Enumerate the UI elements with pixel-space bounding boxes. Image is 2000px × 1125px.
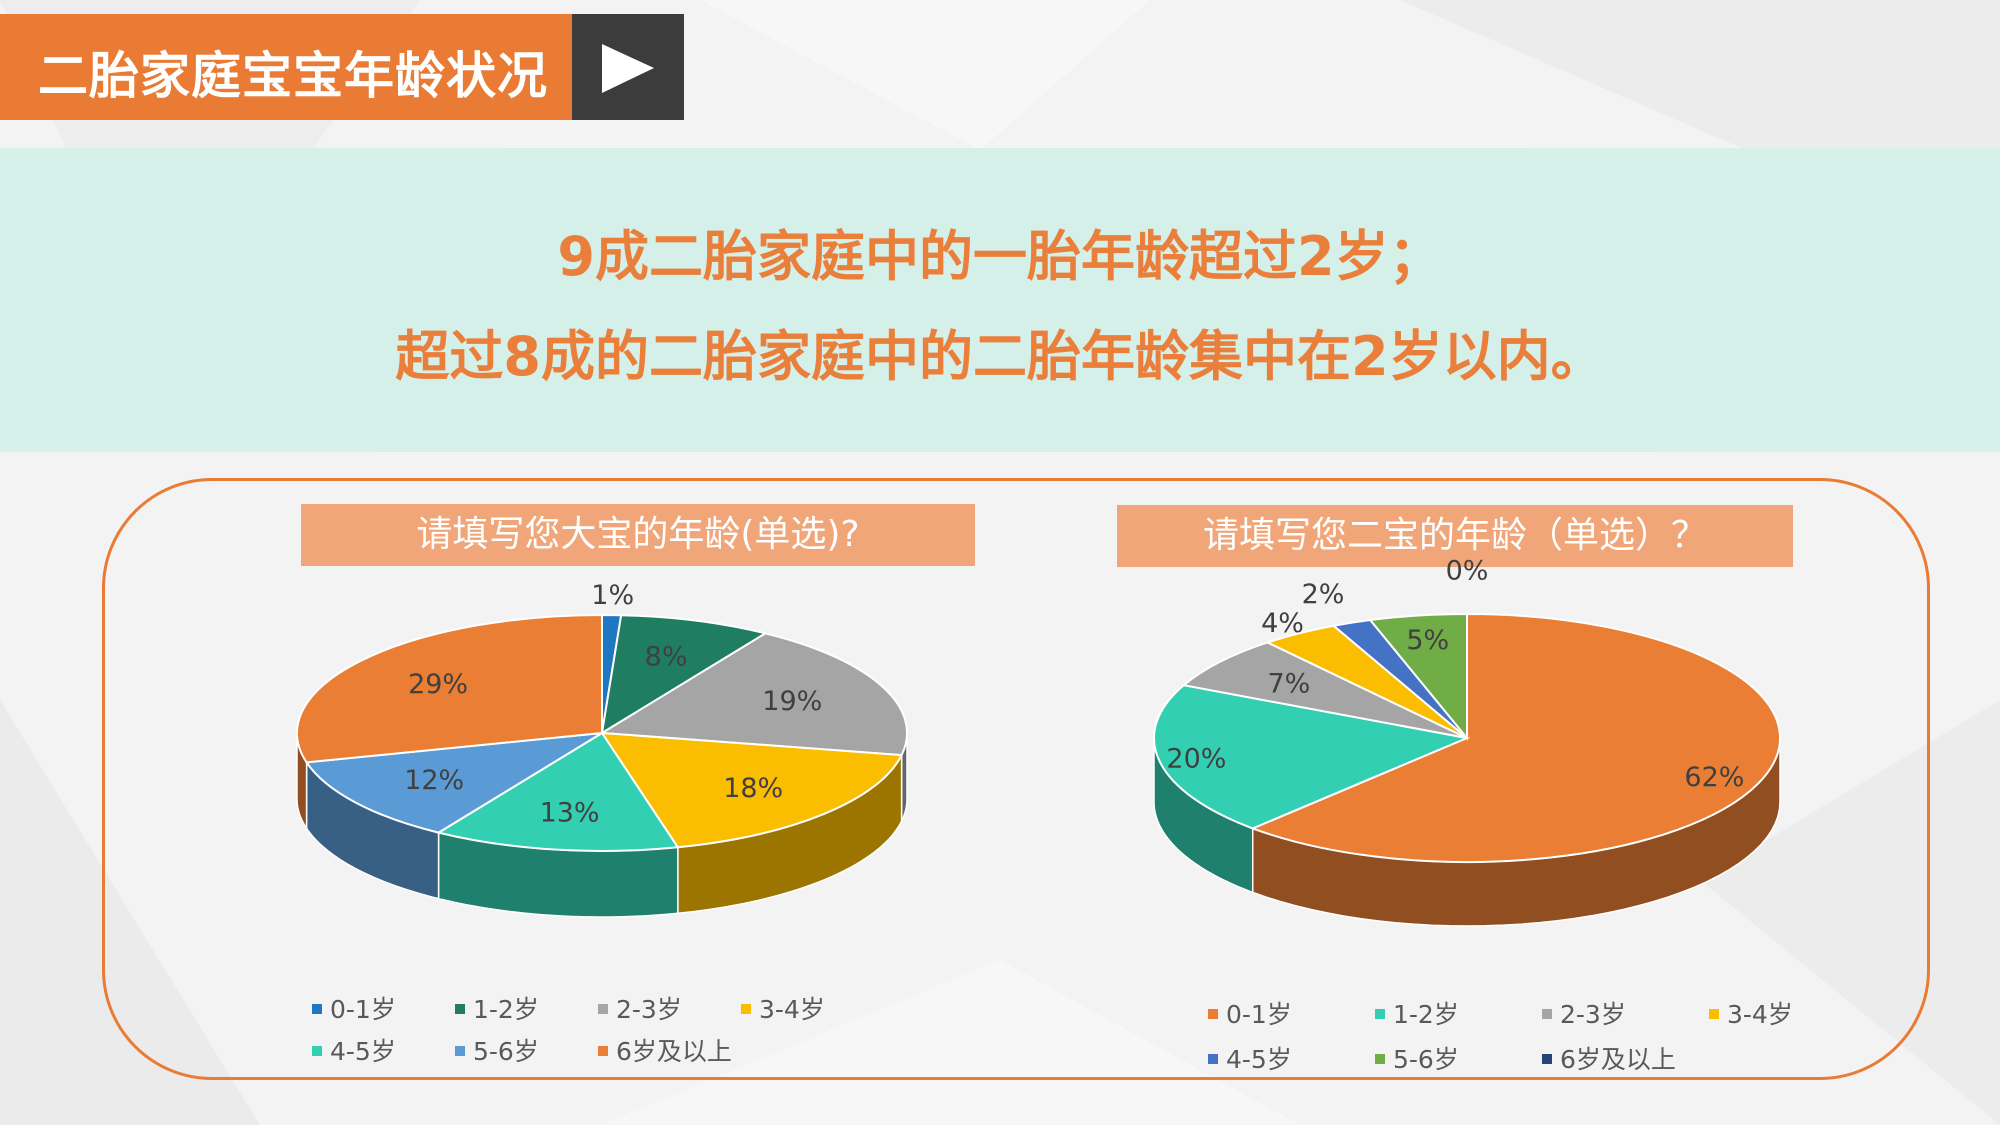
chart-1-legend: 0-1岁 1-2岁 2-3岁 3-4岁 4-5岁 5-6岁 6岁及以上 <box>312 990 912 1070</box>
legend-label: 1-2岁 <box>473 995 539 1024</box>
chart-2-legend-item: 1-2岁 <box>1375 995 1459 1031</box>
summary-line-2: 超过8成的二胎家庭中的二胎年龄集中在2岁以内。 <box>395 325 1605 388</box>
legend-label: 4-5岁 <box>330 1037 396 1066</box>
chart-1-legend-item: 5-6岁 <box>455 1032 539 1068</box>
chart-2-pie: 62% 20% 7% 4%2% 5% 0% <box>1153 556 1781 927</box>
chart-1-slice-6 <box>296 613 603 764</box>
chart-2-data-label-1: 20% <box>1166 743 1226 774</box>
legend-label: 3-4岁 <box>1727 1000 1793 1029</box>
chart-2-data-label-2: 7% <box>1267 668 1310 699</box>
legend-label: 6岁及以上 <box>616 1037 732 1066</box>
chart-1-slice-5 <box>304 732 603 834</box>
legend-swatch <box>741 1004 751 1014</box>
chart-2-title: 请填写您二宝的年龄（单选）？ <box>1117 505 1793 567</box>
chart-2-slice-1 <box>1153 684 1471 830</box>
legend-label: 4-5岁 <box>1226 1045 1292 1074</box>
chart-1-legend-item: 1-2岁 <box>455 990 539 1026</box>
chart-1-data-label-2: 19% <box>762 686 822 717</box>
summary-banner: 9成二胎家庭中的一胎年龄超过2岁； 超过8成的二胎家庭中的二胎年龄集中在2岁以内… <box>0 148 2000 452</box>
chart-1-legend-item: 2-3岁 <box>598 990 682 1026</box>
legend-label: 5-6岁 <box>1393 1045 1459 1074</box>
summary-line-1: 9成二胎家庭中的一胎年龄超过2岁； <box>557 225 1443 288</box>
chart-1-legend-item: 4-5岁 <box>312 1032 396 1068</box>
legend-swatch <box>455 1046 465 1056</box>
chart-2-legend: 0-1岁 1-2岁 2-3岁 3-4岁 4-5岁 5-6岁 6岁及以上 <box>1208 995 1858 1075</box>
chart-1-legend-item: 3-4岁 <box>741 990 825 1026</box>
play-button[interactable] <box>572 14 684 120</box>
legend-label: 6岁及以上 <box>1560 1045 1676 1074</box>
chart-2-legend-item: 6岁及以上 <box>1542 1040 1676 1076</box>
legend-swatch <box>1709 1009 1719 1019</box>
chart-1-slice-2 <box>598 632 908 757</box>
chart-2-data-label-5: 5% <box>1406 625 1449 656</box>
legend-swatch <box>1208 1009 1218 1019</box>
legend-label: 0-1岁 <box>1226 1000 1292 1029</box>
chart-1-legend-item: 0-1岁 <box>312 990 396 1026</box>
page-title: 二胎家庭宝宝年龄状况 <box>38 47 548 105</box>
chart-1-data-label-5: 12% <box>404 765 464 796</box>
chart-2-legend-item: 0-1岁 <box>1208 995 1292 1031</box>
chart-1-slice-1 <box>600 614 769 735</box>
legend-swatch <box>1375 1009 1385 1019</box>
play-icon <box>602 44 654 93</box>
chart-1-data-label-6: 29% <box>408 669 468 700</box>
chart-1-data-label-3: 18% <box>723 773 783 804</box>
chart-1-data-label-1: 8% <box>645 642 688 673</box>
chart-2-data-label-0: 62% <box>1684 762 1744 793</box>
chart-2-legend-item: 2-3岁 <box>1542 995 1626 1031</box>
legend-swatch <box>455 1004 465 1014</box>
chart-2-legend-item: 3-4岁 <box>1709 995 1793 1031</box>
legend-swatch <box>312 1046 322 1056</box>
chart-1-legend-item: 6岁及以上 <box>598 1032 732 1068</box>
legend-swatch <box>1542 1054 1552 1064</box>
legend-swatch <box>598 1046 608 1056</box>
legend-swatch <box>312 1004 322 1014</box>
charts-panel <box>102 478 1930 1080</box>
chart-1-data-label-0: 1% <box>591 580 634 611</box>
legend-label: 3-4岁 <box>759 995 825 1024</box>
chart-2-legend-item: 5-6岁 <box>1375 1040 1459 1076</box>
legend-label: 5-6岁 <box>473 1037 539 1066</box>
chart-1-data-label-4: 13% <box>540 797 600 828</box>
legend-swatch <box>1208 1054 1218 1064</box>
legend-label: 2-3岁 <box>616 995 682 1024</box>
chart-2-data-label-6: 0% <box>1446 556 1489 587</box>
legend-label: 1-2岁 <box>1393 1000 1459 1029</box>
chart-1-slice-4 <box>435 731 680 852</box>
legend-label: 0-1岁 <box>330 995 396 1024</box>
chart-2-slice-2 <box>1181 641 1468 739</box>
chart-2-slice-0 <box>1250 612 1781 863</box>
chart-2-data-label-3: 4% <box>1261 608 1304 639</box>
header-bar: 二胎家庭宝宝年龄状况 <box>0 14 572 120</box>
chart-2-legend-item: 4-5岁 <box>1208 1040 1292 1076</box>
chart-1-pie: 1% 8% 19% 18% 13% 12% 29% <box>296 580 908 918</box>
legend-label: 2-3岁 <box>1560 1000 1626 1029</box>
legend-swatch <box>598 1004 608 1014</box>
chart-1-slice-3 <box>600 731 904 849</box>
legend-swatch <box>1542 1009 1552 1019</box>
chart-2-slice-5 <box>1368 612 1468 741</box>
chart-2-data-label-4: 2% <box>1302 579 1345 610</box>
chart-1-title: 请填写您大宝的年龄(单选)? <box>301 504 975 566</box>
legend-swatch <box>1375 1054 1385 1064</box>
